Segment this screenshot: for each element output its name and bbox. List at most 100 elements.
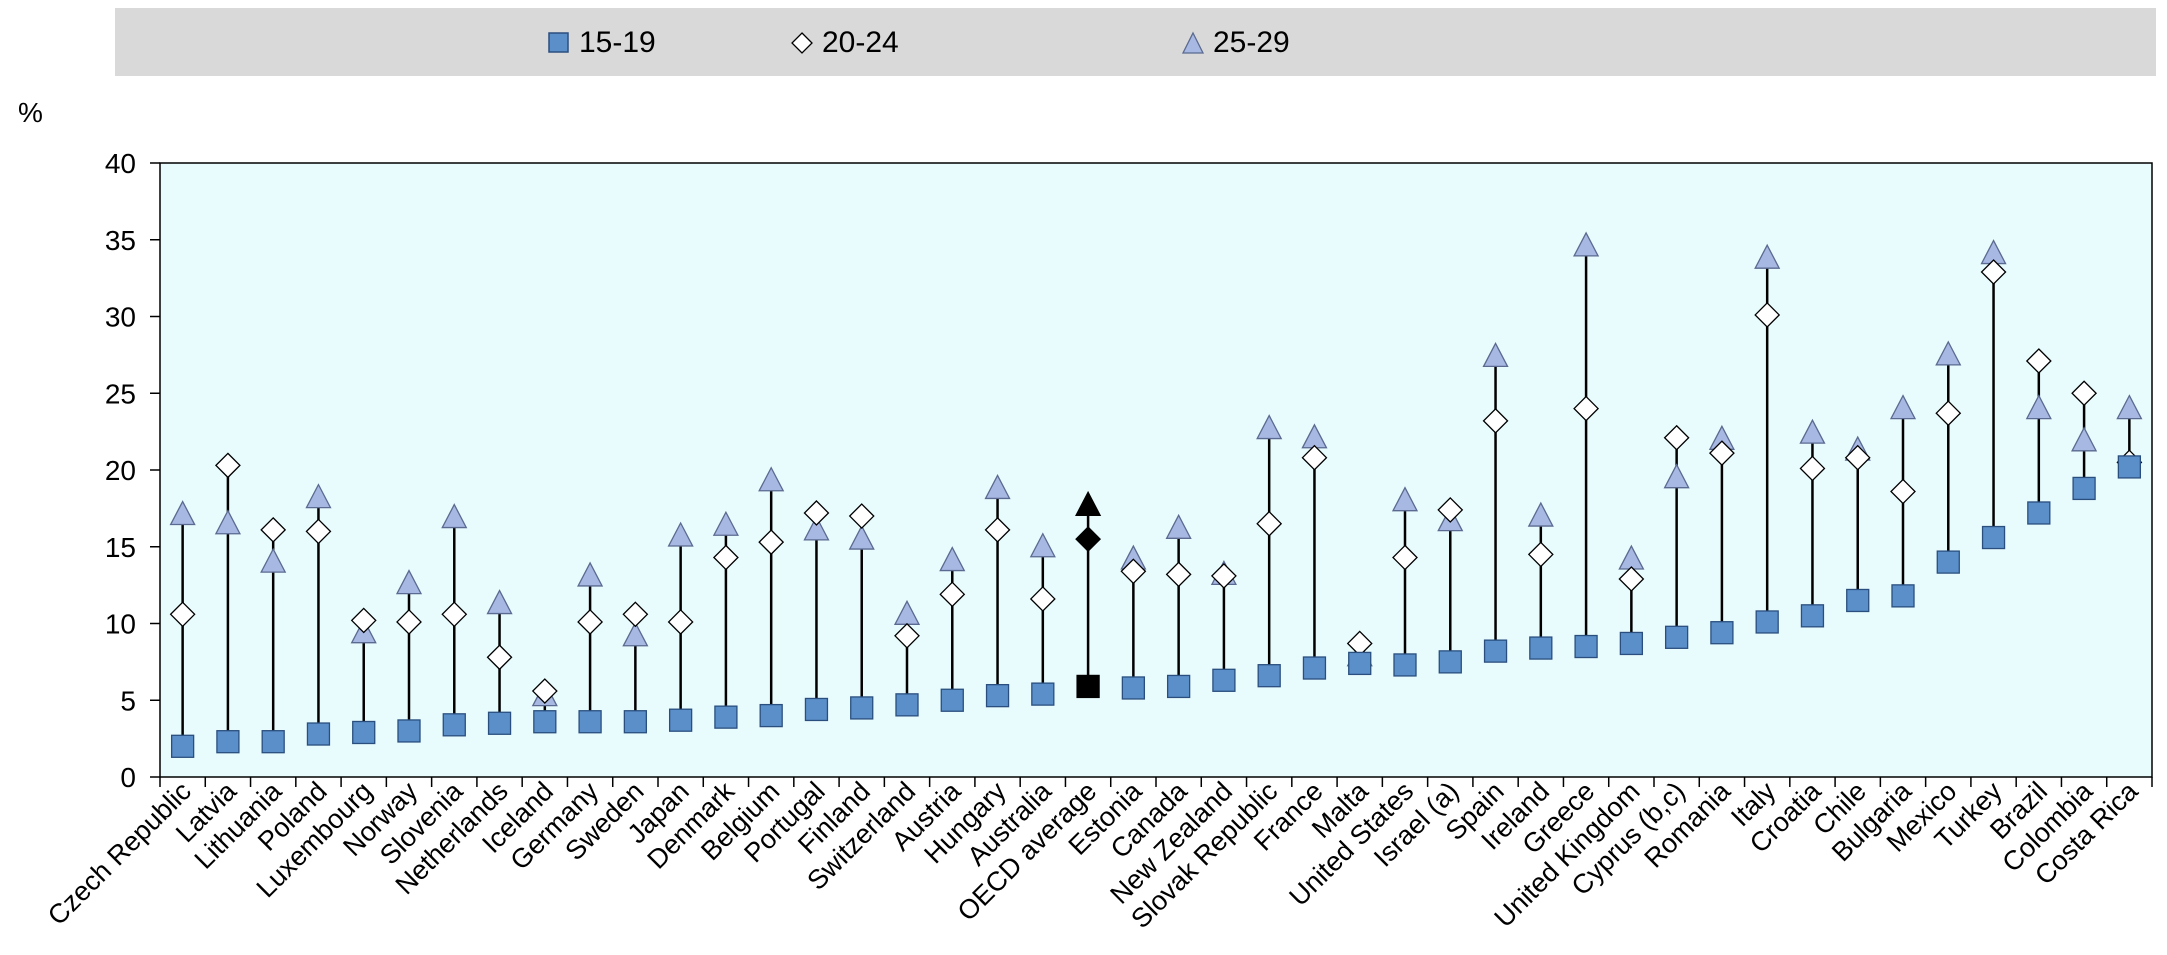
marker-15-19-latvia: [216, 730, 240, 754]
y-tick-label: 20: [105, 455, 136, 486]
marker-25-29-costa-rica: [2116, 394, 2143, 420]
marker-15-19-ireland: [1529, 636, 1553, 660]
marker-25-29-poland: [305, 483, 332, 509]
y-tick-label: 30: [105, 302, 136, 333]
marker-25-29-united-states: [1391, 486, 1419, 512]
marker-20-24-czech-republic: [169, 601, 196, 628]
marker-25-29-denmark: [712, 510, 739, 536]
marker-15-19-sweden: [623, 710, 648, 734]
marker-20-24-united-kingdom: [1618, 566, 1645, 592]
marker-20-24-finland: [848, 503, 875, 529]
x-tick-labels: Czech RepublicLatviaLithuaniaPolandLuxem…: [42, 775, 2144, 934]
marker-20-24-colombia: [2071, 380, 2098, 407]
marker-25-29-netherlands: [486, 589, 513, 615]
marker-15-19-iceland: [533, 710, 557, 734]
marker-25-29-croatia: [1799, 418, 1826, 444]
marker-15-19-colombia: [2072, 476, 2096, 501]
marker-20-24-netherlands: [486, 644, 513, 671]
marker-25-29-brazil: [2025, 394, 2052, 420]
marker-25-29-lithuania: [260, 547, 287, 573]
marker-15-19-brazil: [2027, 501, 2051, 525]
marker-20-24-romania: [1708, 440, 1735, 467]
marker-15-19-luxembourg: [352, 720, 376, 745]
marker-25-29-australia: [1029, 532, 1056, 558]
marker-25-29-portugal: [803, 515, 830, 541]
marker-15-19-romania: [1710, 621, 1734, 645]
marker-20-24-australia: [1029, 586, 1056, 612]
marker-20-24-luxembourg: [350, 607, 377, 634]
marker-15-19-norway: [397, 719, 421, 743]
marker-15-19-australia: [1031, 682, 1055, 706]
legend: 15-19 20-24 25-29: [115, 8, 2156, 76]
marker-15-19-costa-rica: [2117, 455, 2142, 479]
marker-15-19-netherlands: [487, 711, 512, 735]
marker-15-19-finland: [850, 696, 874, 720]
marker-20-24-japan: [667, 609, 694, 635]
diamond-marker-icon: [791, 32, 813, 54]
marker-25-29-cyprus-b-c: [1663, 463, 1690, 489]
marker-15-19-germany: [578, 710, 602, 734]
marker-15-19-hungary: [985, 683, 1010, 708]
legend-label-20-24: 20-24: [822, 26, 899, 59]
marker-25-29-italy: [1754, 243, 1781, 269]
legend-item-25-29: 25-29: [1181, 26, 1290, 59]
legend-item-15-19: 15-19: [547, 26, 656, 59]
marker-25-29-colombia: [2071, 426, 2098, 452]
marker-20-24-austria: [939, 581, 966, 608]
marker-20-24-germany: [577, 609, 604, 635]
marker-25-29-sweden: [622, 621, 649, 647]
legend-item-20-24: 20-24: [790, 26, 899, 59]
marker-20-24-france: [1301, 444, 1328, 471]
marker-20-24-norway: [396, 609, 422, 635]
marker-25-29-latvia: [214, 509, 241, 535]
marker-15-19-united-kingdom: [1619, 631, 1644, 656]
marker-20-24-cyprus-b-c: [1663, 424, 1690, 451]
marker-20-24-hungary: [984, 516, 1011, 543]
marker-15-19-denmark: [714, 705, 738, 729]
marker-15-19-new-zealand: [1212, 668, 1236, 692]
marker-25-29-japan: [667, 521, 694, 547]
marker-20-24-bulgaria: [1890, 478, 1916, 505]
marker-20-24-chile: [1844, 444, 1871, 471]
marker-20-24-mexico: [1935, 400, 1962, 427]
marker-20-24-ireland: [1527, 541, 1554, 568]
marker-20-24-slovenia: [441, 601, 468, 628]
marker-15-19-belgium: [759, 703, 783, 728]
marker-20-24-estonia: [1120, 558, 1147, 585]
x-tick-label-czech-republic: Czech Republic: [42, 776, 197, 931]
marker-25-29-slovak-republic: [1256, 414, 1283, 440]
marker-15-19-estonia: [1121, 676, 1146, 700]
marker-25-29-canada: [1165, 513, 1192, 539]
marker-20-24-sweden: [622, 601, 649, 628]
marker-20-24-latvia: [214, 452, 241, 479]
marker-20-24-turkey: [1980, 259, 2007, 285]
legend-label-25-29: 25-29: [1213, 26, 1290, 59]
marker-20-24-lithuania: [260, 516, 287, 543]
marker-20-24-italy: [1754, 302, 1781, 328]
marker-15-19-slovenia: [442, 713, 466, 737]
marker-15-19-malta: [1348, 651, 1372, 676]
marker-15-19-portugal: [804, 697, 829, 722]
markers: [169, 231, 2143, 758]
marker-25-29-spain: [1482, 342, 1509, 368]
plot-area: [159, 162, 2153, 778]
marker-20-24-slovak-republic: [1256, 510, 1283, 537]
marker-15-19-italy: [1755, 610, 1779, 634]
y-tick-label: 5: [120, 685, 136, 716]
marker-15-19-switzerland: [895, 693, 919, 717]
marker-20-24-iceland: [531, 678, 558, 704]
marker-15-19-chile: [1846, 588, 1870, 613]
square-marker-icon: [548, 32, 569, 53]
x-axis: [159, 777, 2153, 787]
marker-20-24-israel-a: [1437, 496, 1464, 523]
y-axis: 0 5 10 15 20 25 30 35 40: [105, 148, 160, 793]
marker-25-29-austria: [939, 546, 966, 572]
marker-15-19-oecd-average: [1076, 674, 1100, 699]
marker-20-24-switzerland: [894, 622, 920, 649]
y-tick-label: 15: [105, 532, 136, 563]
marker-20-24-denmark: [712, 544, 739, 571]
marker-15-19-israel-a: [1438, 650, 1462, 674]
marker-15-19-mexico: [1936, 550, 1960, 574]
marker-25-29-mexico: [1935, 340, 1962, 366]
